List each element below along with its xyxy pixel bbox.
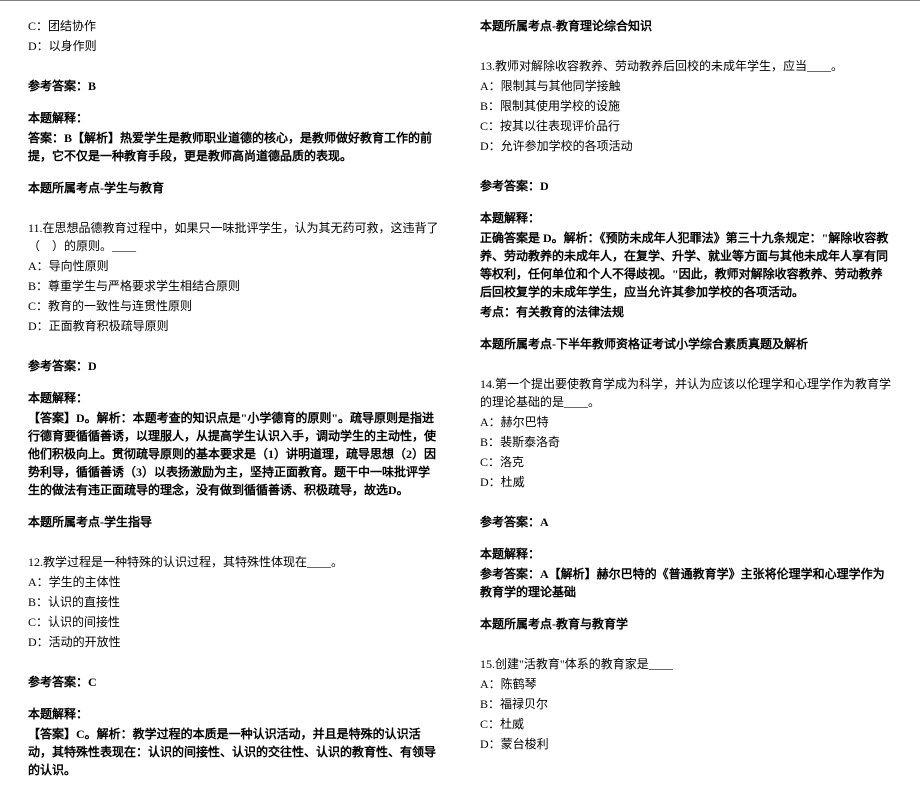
explanation-title-13: 本题解释： xyxy=(480,209,892,227)
option-c: C：杜威 xyxy=(480,715,892,733)
question-13: 13.教师对解除收容教养、劳动教养后回校的未成年学生，应当____。 A：限制其… xyxy=(480,57,892,155)
left-column: C：团结协作 D：以身作则 参考答案：B 本题解释： 答案：B【解析】热爱学生是… xyxy=(28,17,440,779)
question-stem: 13.教师对解除收容教养、劳动教养后回校的未成年学生，应当____。 xyxy=(480,57,892,75)
explanation-title-12: 本题解释： xyxy=(28,705,440,723)
right-column: 本题所属考点-教育理论综合知识 13.教师对解除收容教养、劳动教养后回校的未成年… xyxy=(480,17,892,779)
question-stem: 12.教学过程是一种特殊的认识过程，其特殊性体现在____。 xyxy=(28,553,440,571)
option-b: B：尊重学生与严格要求学生相结合原则 xyxy=(28,277,440,295)
question-stem: 11.在思想品德教育过程中，如果只一味批评学生，认为其无药可救，这违背了（ ）的… xyxy=(28,219,440,255)
explanation-body-14: 参考答案：A【解析】赫尔巴特的《普通教育学》主张将伦理学和心理学作为教育学的理论… xyxy=(480,565,892,601)
option-c: C：按其以往表现评价品行 xyxy=(480,117,892,135)
explanation-body-11: 【答案】D。解析：本题考查的知识点是"小学德育的原则"。疏导原则是指进行德育要循… xyxy=(28,409,440,499)
option-d: D：允许参加学校的各项活动 xyxy=(480,137,892,155)
question-11: 11.在思想品德教育过程中，如果只一味批评学生，认为其无药可救，这违背了（ ）的… xyxy=(28,219,440,335)
option-a: A：导向性原则 xyxy=(28,257,440,275)
answer-label-12: 参考答案：C xyxy=(28,673,440,691)
question-stem: 14.第一个提出要使教育学成为科学，并认为应该以伦理学和心理学作为教育学的理论基… xyxy=(480,375,892,411)
option-c: C：认识的间接性 xyxy=(28,613,440,631)
option-b: B：裴斯泰洛奇 xyxy=(480,433,892,451)
option-a: A：学生的主体性 xyxy=(28,573,440,591)
answer-label-14: 参考答案：A xyxy=(480,513,892,531)
option-c: C：教育的一致性与连贯性原则 xyxy=(28,297,440,315)
explanation-kp-13: 考点：有关教育的法律法规 xyxy=(480,303,892,321)
answer-label-11: 参考答案：D xyxy=(28,357,440,375)
option-d: D：蒙台梭利 xyxy=(480,735,892,753)
explanation-title-14: 本题解释： xyxy=(480,545,892,563)
option-a: A：赫尔巴特 xyxy=(480,413,892,431)
option-b: B：限制其使用学校的设施 xyxy=(480,97,892,115)
option-c: C：洛克 xyxy=(480,453,892,471)
question-stem: 15.创建"活教育"体系的教育家是____ xyxy=(480,655,892,673)
option-d: D：杜威 xyxy=(480,473,892,491)
topic-14: 本题所属考点-教育与教育学 xyxy=(480,615,892,633)
question-14: 14.第一个提出要使教育学成为科学，并认为应该以伦理学和心理学作为教育学的理论基… xyxy=(480,375,892,491)
explanation-body-13: 正确答案是 D。解析：《预防未成年人犯罪法》第三十九条规定："解除收容教养、劳动… xyxy=(480,229,892,301)
option-d: D：正面教育积极疏导原则 xyxy=(28,317,440,335)
answer-label-10: 参考答案：B xyxy=(28,77,440,95)
option-b: B：福禄贝尔 xyxy=(480,695,892,713)
option-b: B：认识的直接性 xyxy=(28,593,440,611)
explanation-title-10: 本题解释： xyxy=(28,109,440,127)
topic-13: 本题所属考点-下半年教师资格证考试小学综合素质真题及解析 xyxy=(480,335,892,353)
explanation-title-11: 本题解释： xyxy=(28,389,440,407)
option-d: D：活动的开放性 xyxy=(28,633,440,651)
explanation-body-12: 【答案】C。解析：教学过程的本质是一种认识活动，并且是特殊的认识活动，其特殊性表… xyxy=(28,725,440,779)
topic-11: 本题所属考点-学生指导 xyxy=(28,513,440,531)
question-12: 12.教学过程是一种特殊的认识过程，其特殊性体现在____。 A：学生的主体性 … xyxy=(28,553,440,651)
topic-top: 本题所属考点-教育理论综合知识 xyxy=(480,17,892,35)
question-15: 15.创建"活教育"体系的教育家是____ A：陈鹤琴 B：福禄贝尔 C：杜威 … xyxy=(480,655,892,753)
option-c: C：团结协作 xyxy=(28,17,440,35)
option-a: A：陈鹤琴 xyxy=(480,675,892,693)
option-a: A：限制其与其他同学接触 xyxy=(480,77,892,95)
option-d: D：以身作则 xyxy=(28,37,440,55)
page-container: C：团结协作 D：以身作则 参考答案：B 本题解释： 答案：B【解析】热爱学生是… xyxy=(0,0,920,789)
topic-10: 本题所属考点-学生与教育 xyxy=(28,179,440,197)
answer-label-13: 参考答案：D xyxy=(480,177,892,195)
explanation-body-10: 答案：B【解析】热爱学生是教师职业道德的核心，是教师做好教育工作的前提，它不仅是… xyxy=(28,129,440,165)
